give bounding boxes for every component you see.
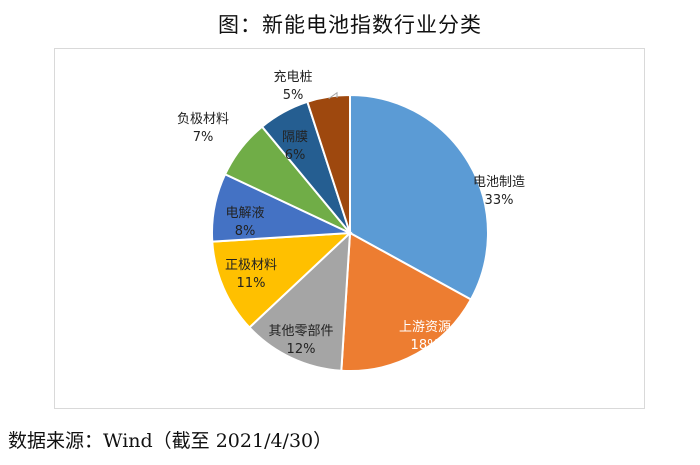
slice-labels: 电池制造 33% 上游资源 18% 其他零部件 12% 正极材料 11% 电解液 8% 负极材料 7%… [177, 69, 525, 357]
leader-line [328, 91, 338, 100]
pie-slice [306, 93, 351, 234]
slice-value-label: 5% [283, 88, 304, 103]
slice-category-label: 正极材料 [225, 258, 277, 273]
slice-category-label: 充电桩 [273, 69, 312, 85]
pie-slices [210, 93, 489, 372]
data-source-note: 数据来源：Wind（截至 2021/4/30） [8, 430, 333, 452]
slice-value-label: 7% [193, 130, 214, 145]
pie-slice [247, 230, 352, 372]
chart-area: 电池制造 33% 上游资源 18% 其他零部件 12% 正极材料 11% 电解液 8% 负极材料 7%… [54, 48, 645, 409]
slice-value-label: 11% [237, 276, 266, 291]
slice-value-label: 8% [235, 224, 256, 239]
slice-value-label: 18% [411, 338, 440, 353]
pie-slice [340, 231, 473, 372]
slice-category-label: 电解液 [225, 206, 264, 221]
slice-value-label: 12% [287, 342, 316, 357]
slice-value-label: 33% [485, 193, 514, 208]
slice-category-label: 上游资源 [399, 320, 451, 335]
slice-category-label: 其他零部件 [268, 324, 333, 339]
slice-category-label: 隔膜 [282, 130, 308, 145]
chart-title: 图：新能电池指数行业分类 [218, 13, 482, 37]
leader-lines [328, 91, 338, 100]
slice-category-label: 负极材料 [177, 112, 229, 127]
pie-slice [211, 231, 353, 329]
slice-category-label: 电池制造 [473, 175, 525, 190]
pie-chart: 电池制造 33% 上游资源 18% 其他零部件 12% 正极材料 11% 电解液 8% 负极材料 7%… [177, 69, 525, 372]
pie-slice [349, 93, 489, 301]
slice-value-label: 6% [285, 148, 306, 163]
